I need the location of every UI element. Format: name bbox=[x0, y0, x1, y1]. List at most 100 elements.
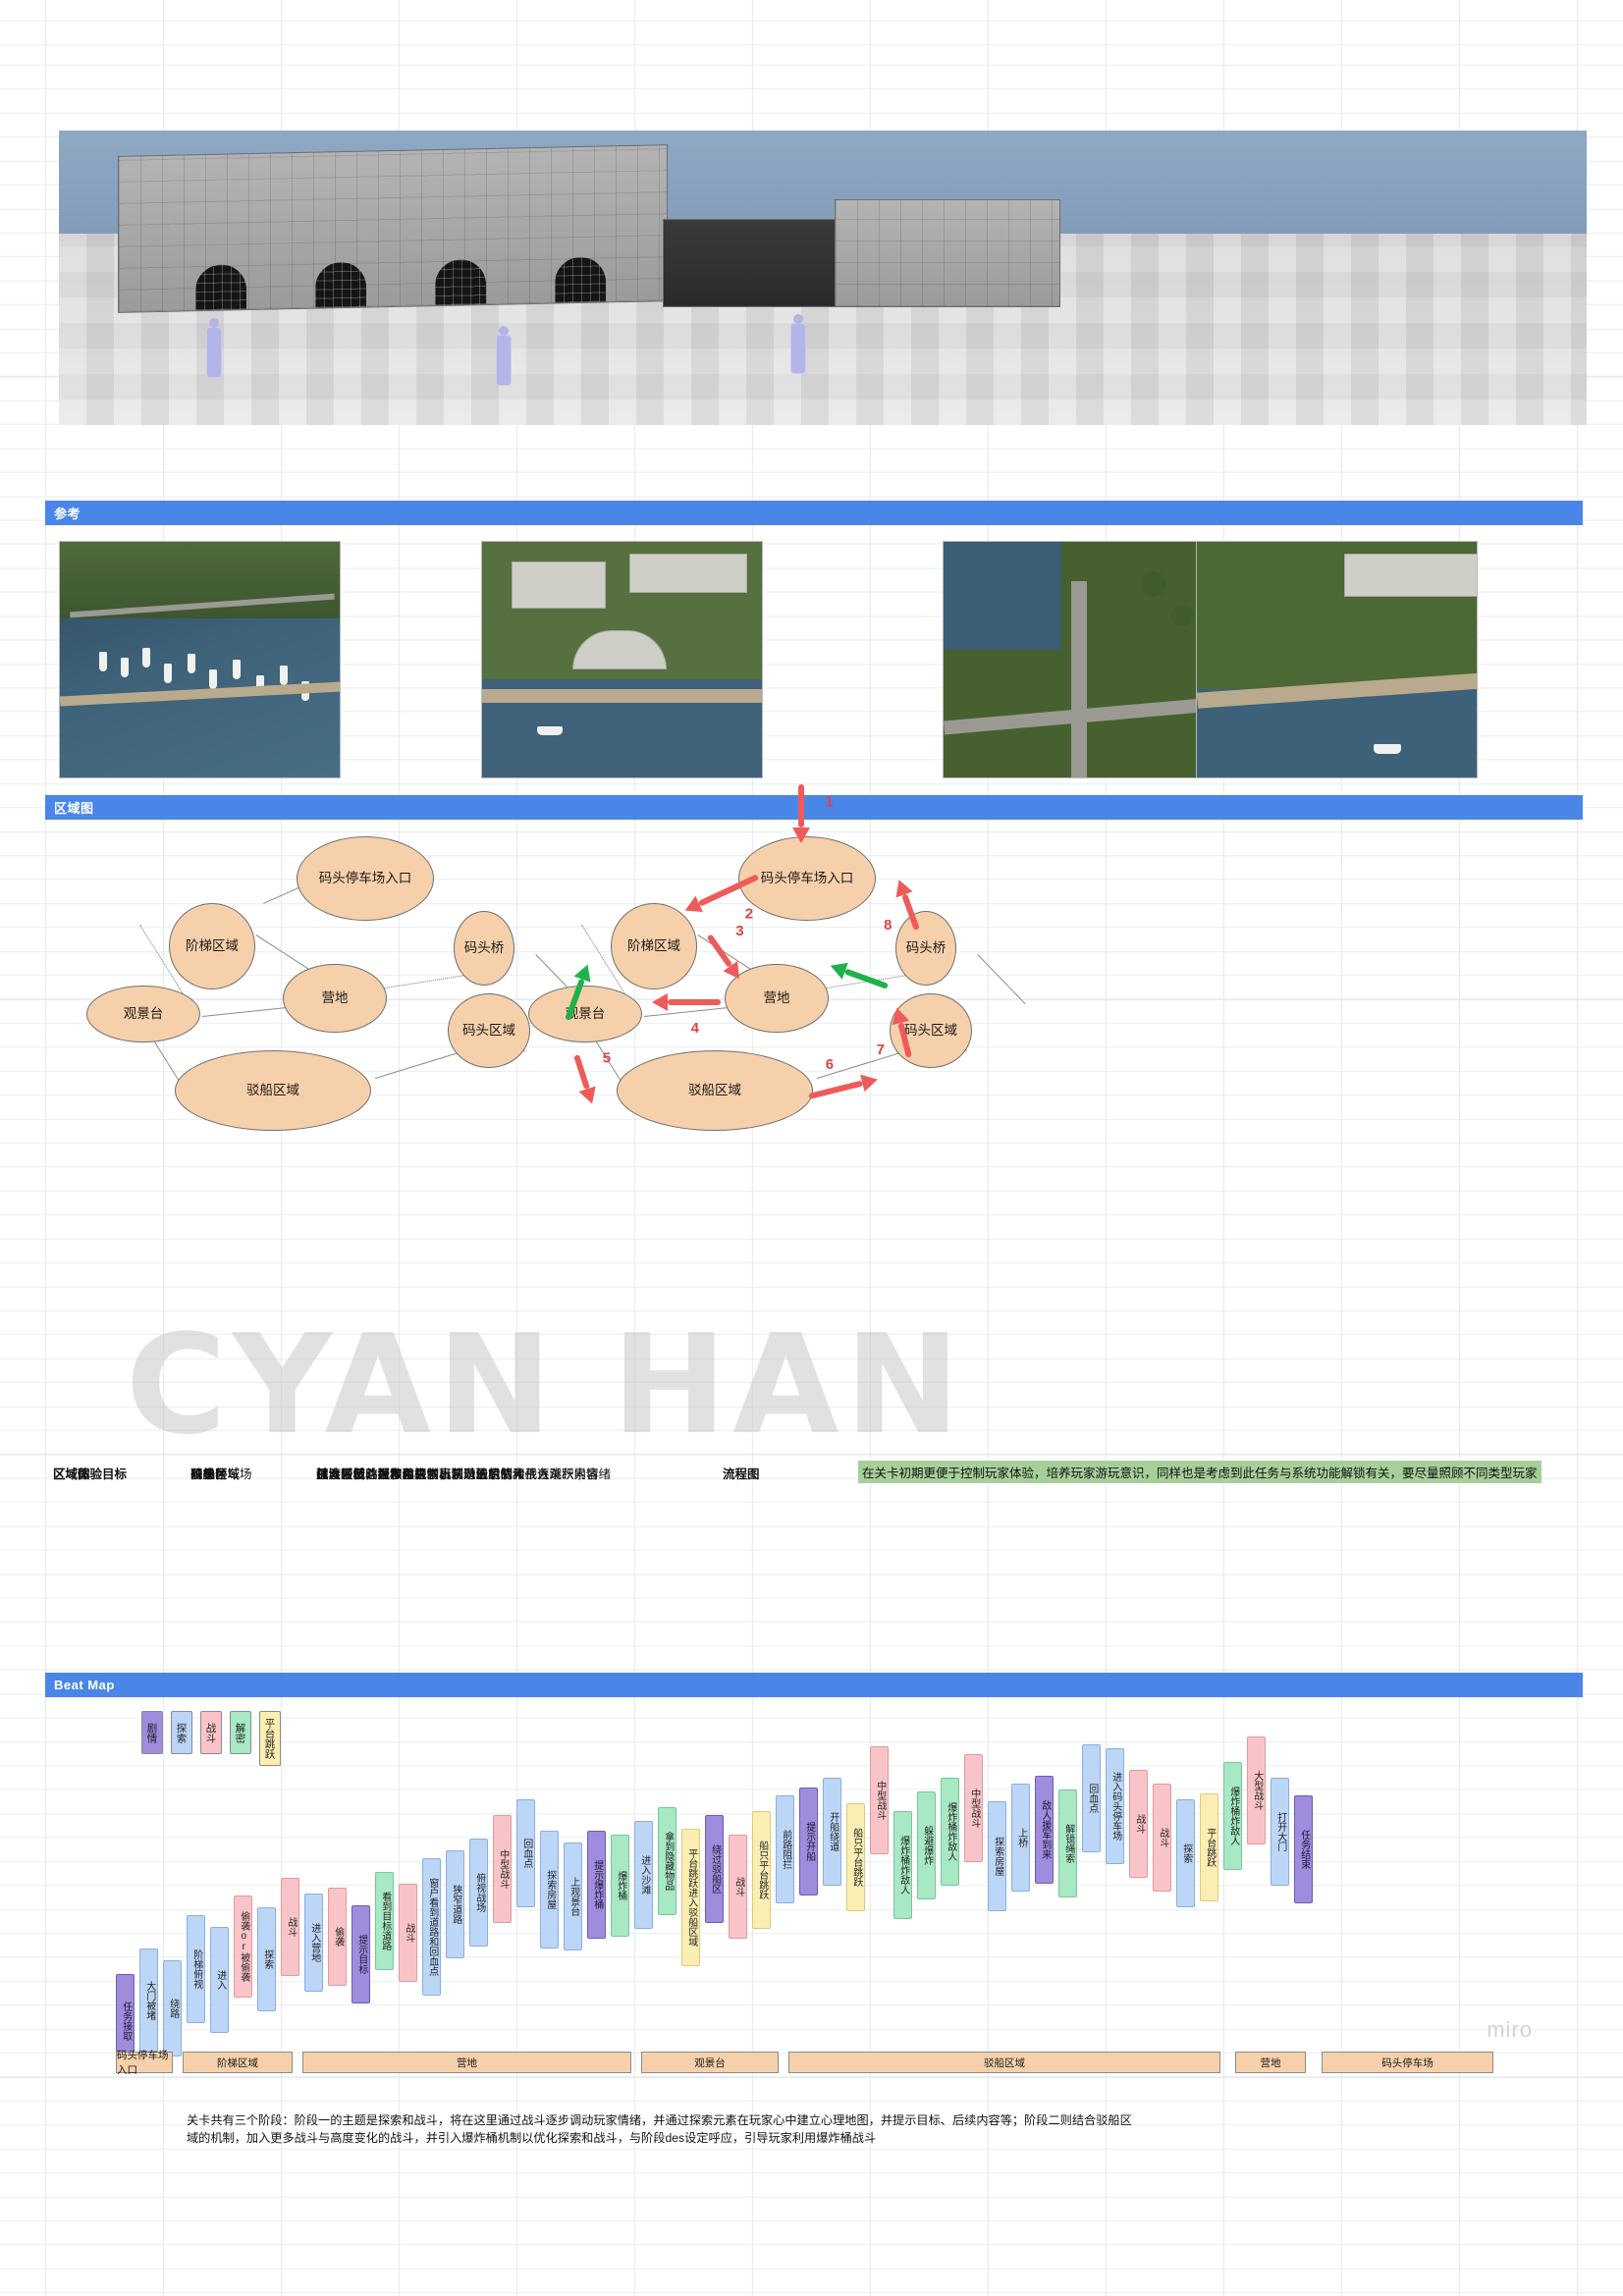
goal-desc-4: 过渡区域，缓和体验 bbox=[316, 1468, 427, 1481]
beat-card[interactable]: 探索房屋 bbox=[540, 1831, 559, 1949]
beat-card[interactable]: 提示爆炸桶 bbox=[587, 1831, 606, 1939]
beat-card[interactable]: 回血点 bbox=[516, 1799, 535, 1907]
node-camp[interactable]: 营地 bbox=[283, 964, 387, 1033]
beat-card[interactable]: 敌人援军到来 bbox=[1035, 1776, 1054, 1884]
beat-card[interactable]: 爆炸桶 bbox=[611, 1835, 629, 1937]
flow-node-barge-area[interactable]: 驳船区域 bbox=[617, 1050, 813, 1131]
goal-desc-5: 过渡区域，可以用来叙事，为最后的大战逐渐积累情绪 bbox=[316, 1468, 612, 1481]
beat-card[interactable]: 回血点 bbox=[1082, 1744, 1101, 1852]
region-bar[interactable]: 驳船区域 bbox=[788, 2052, 1220, 2073]
legend-item-plat: 平台跳跃 bbox=[259, 1711, 281, 1766]
beat-card[interactable]: 偷袭 bbox=[328, 1888, 347, 1986]
beat-card[interactable]: 任务接取 bbox=[116, 1974, 135, 2068]
region-bar[interactable]: 码头停车场 bbox=[1322, 2052, 1493, 2073]
node-parking-entrance[interactable]: 码头停车场入口 bbox=[297, 836, 434, 921]
graph-edge bbox=[977, 954, 1026, 1005]
beat-card[interactable]: 俯视战场 bbox=[469, 1839, 488, 1947]
beat-card[interactable]: 船只平台跳跃 bbox=[846, 1803, 865, 1911]
beat-card[interactable]: 进入码头停车场 bbox=[1106, 1748, 1124, 1864]
section-header-reference: 参考 bbox=[45, 501, 1583, 525]
beat-card[interactable]: 中型战斗 bbox=[870, 1746, 889, 1854]
beat-card[interactable]: 躲避爆炸 bbox=[917, 1791, 936, 1899]
beat-card[interactable]: 进入沙滩 bbox=[634, 1821, 653, 1929]
node-label: 驳船区域 bbox=[688, 1082, 741, 1097]
section-header-beat-map: Beat Map bbox=[45, 1673, 1583, 1697]
flow-arrow-4: 4 bbox=[648, 993, 721, 1037]
beat-card[interactable]: 进入 bbox=[210, 1927, 229, 2033]
reference-photo-marina bbox=[59, 541, 341, 778]
node-label: 驳船区域 bbox=[246, 1082, 299, 1097]
region-bar[interactable]: 营地 bbox=[1235, 2052, 1306, 2073]
legend-item-combat: 战斗 bbox=[200, 1711, 222, 1754]
beat-card[interactable]: 拿到隐藏物品 bbox=[658, 1807, 676, 1915]
region-bar[interactable]: 码头停车场入口 bbox=[116, 2050, 173, 2076]
beat-card[interactable]: 开船绕道 bbox=[823, 1778, 841, 1886]
beat-card[interactable]: 战斗 bbox=[729, 1835, 747, 1939]
beat-card[interactable]: 任务结束 bbox=[1294, 1795, 1313, 1903]
beat-card[interactable]: 上桥 bbox=[1011, 1784, 1030, 1892]
beat-card[interactable]: 绕路 bbox=[163, 1960, 182, 2056]
area-node-diagram: 码头停车场入口 阶梯区域 码头桥 营地 观景台 码头区域 驳船区域 码头停车场入… bbox=[45, 784, 1583, 1433]
render-arch bbox=[555, 256, 606, 303]
beat-card[interactable]: 进入营地 bbox=[304, 1894, 323, 1992]
beat-card[interactable]: 提示目标 bbox=[352, 1905, 370, 2003]
render-building-main bbox=[118, 144, 668, 313]
goal-desc-1: 探索、战斗为核心 bbox=[316, 1468, 415, 1481]
beat-card[interactable]: 大型战斗 bbox=[1247, 1736, 1266, 1844]
beat-card[interactable]: 平台跳跃 bbox=[1200, 1793, 1218, 1901]
goal-area-2: 观景台 bbox=[190, 1468, 228, 1481]
beat-card[interactable]: 战斗 bbox=[1129, 1770, 1148, 1878]
beat-card[interactable]: 爆炸桶炸敌人 bbox=[893, 1811, 912, 1919]
render-character bbox=[790, 314, 806, 374]
beat-card[interactable]: 战斗 bbox=[281, 1878, 299, 1976]
beat-card[interactable]: 提示开船 bbox=[799, 1788, 818, 1896]
beat-card[interactable]: 打开大门 bbox=[1271, 1778, 1289, 1886]
reference-photo-park bbox=[943, 541, 1224, 778]
beat-card[interactable]: 中型战斗 bbox=[493, 1815, 512, 1923]
beat-card[interactable]: 探索 bbox=[1176, 1799, 1195, 1907]
beat-card[interactable]: 阶梯俯视 bbox=[187, 1915, 205, 2023]
beat-card[interactable]: 上观景台 bbox=[564, 1842, 582, 1950]
flow-node-stairs-area[interactable]: 阶梯区域 bbox=[611, 903, 697, 989]
goal-desc-3: 加入平台跳跃和融合了机制玩法的战斗 bbox=[316, 1468, 525, 1481]
node-barge-area[interactable]: 驳船区域 bbox=[175, 1050, 371, 1131]
goal-desc-0: 强度较低的战斗和探索，帮助玩家情绪代入 bbox=[316, 1468, 550, 1481]
node-label: 码头停车场入口 bbox=[760, 870, 854, 885]
flow-node-dock-bridge[interactable]: 码头桥 bbox=[895, 911, 956, 986]
node-viewpoint[interactable]: 观景台 bbox=[86, 986, 200, 1042]
flow-arrow-green-left bbox=[827, 957, 891, 994]
node-dock-bridge[interactable]: 码头桥 bbox=[454, 911, 514, 986]
region-bar[interactable]: 观景台 bbox=[641, 2052, 779, 2073]
flow-node-parking-entrance[interactable]: 码头停车场入口 bbox=[738, 836, 876, 921]
beat-card[interactable]: 中型战斗 bbox=[964, 1754, 983, 1862]
beat-card[interactable]: 大门被堵 bbox=[139, 1949, 158, 2053]
beat-card[interactable]: 船只平台跳跃 bbox=[752, 1811, 771, 1929]
flow-node-camp[interactable]: 营地 bbox=[725, 964, 829, 1033]
beat-card[interactable]: 看到目标道路 bbox=[375, 1872, 394, 1970]
node-dock-area[interactable]: 码头区域 bbox=[448, 993, 530, 1068]
flow-highlight-wrap: 在关卡初期更便于控制玩家体验，培养玩家游玩意识，同样也是考虑到此任务与系统功能解… bbox=[858, 1461, 1542, 1483]
beat-card[interactable]: 窗户看到道路和回血点 bbox=[422, 1858, 441, 1996]
goal-desc-6: 战斗为核心，加入之前出现过的机制和平台跳跃内容 bbox=[316, 1468, 599, 1481]
node-stairs-area[interactable]: 阶梯区域 bbox=[169, 903, 255, 989]
beat-card[interactable]: 爆炸桶炸敌人 bbox=[941, 1778, 959, 1886]
beat-card[interactable]: 战斗 bbox=[399, 1884, 417, 1982]
beat-card[interactable]: 狭窄道路 bbox=[446, 1850, 464, 1958]
render-arch bbox=[315, 261, 366, 308]
beat-card[interactable]: 战斗 bbox=[1153, 1784, 1171, 1892]
beat-card[interactable]: 爆炸桶炸敌人 bbox=[1223, 1762, 1242, 1870]
legend-item-puzzle: 解密 bbox=[230, 1711, 251, 1754]
beat-card[interactable]: 偷袭or被偷袭 bbox=[234, 1896, 252, 1998]
beat-card[interactable]: 探索房屋 bbox=[988, 1801, 1006, 1911]
beat-card[interactable]: 解锁绳索 bbox=[1058, 1789, 1077, 1897]
beat-card[interactable]: 平台跳跃进入驳船区域 bbox=[681, 1829, 700, 1966]
region-bar[interactable]: 营地 bbox=[302, 2052, 631, 2073]
legend-item-story: 剧情 bbox=[141, 1711, 163, 1754]
beat-card[interactable]: 绕过驳船区 bbox=[705, 1815, 724, 1923]
flow-arrow-3: 3 bbox=[702, 923, 750, 988]
flow-node-viewpoint[interactable]: 观景台 bbox=[528, 986, 642, 1042]
region-bar[interactable]: 阶梯区域 bbox=[183, 2052, 293, 2073]
beat-card[interactable]: 前路阻拦 bbox=[776, 1795, 794, 1903]
goal-area-3: 驳船区域 bbox=[190, 1468, 241, 1481]
beat-card[interactable]: 探索 bbox=[257, 1907, 276, 2011]
